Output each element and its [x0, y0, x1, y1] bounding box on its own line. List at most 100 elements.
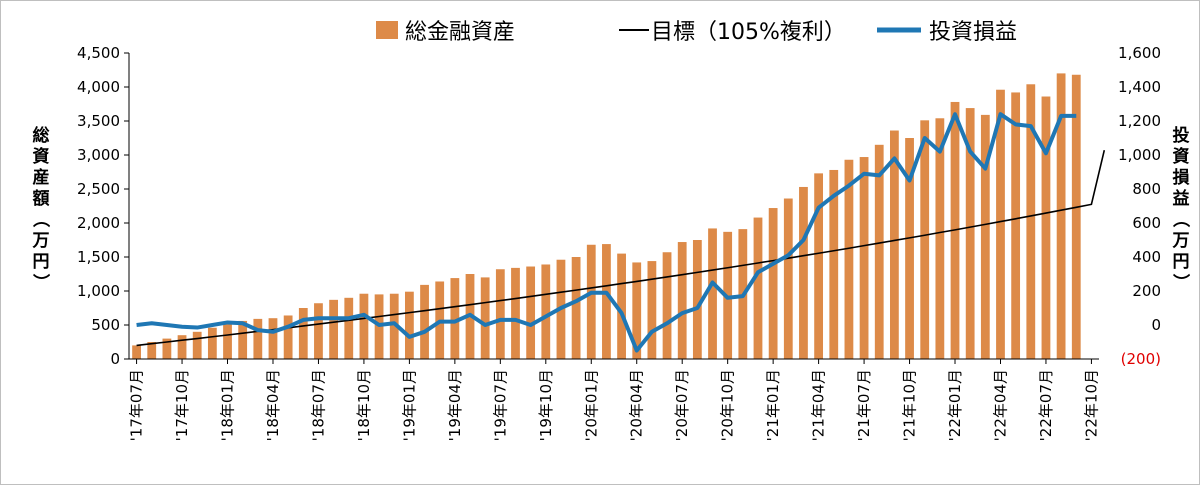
asset-bar [768, 208, 778, 359]
asset-bar [571, 257, 581, 359]
asset-bar [268, 318, 278, 359]
asset-bar [602, 244, 611, 359]
x-tick-label: '18年04月 [264, 369, 282, 441]
x-tick-label: '18年01月 [219, 369, 237, 441]
asset-bar [617, 253, 626, 359]
asset-bar [920, 120, 930, 359]
axis-title-char: 投 [1173, 125, 1190, 146]
asset-bar [708, 228, 717, 359]
left-tick-label: 1,500 [77, 248, 120, 266]
right-tick-label: 1,200 [1118, 112, 1161, 130]
axis-title-char: （ [1170, 211, 1191, 228]
x-tick-label: '19年10月 [537, 369, 555, 441]
axis-title-char: 万 [32, 231, 50, 251]
asset-bar [420, 284, 429, 359]
asset-bar [662, 252, 672, 359]
left-tick-label: 4,500 [77, 44, 120, 62]
bars-layer [132, 73, 1081, 360]
axis-title-char: 総 [33, 125, 50, 146]
asset-bar [450, 278, 460, 359]
asset-bar [753, 217, 763, 359]
x-tick-label: '21年07月 [855, 369, 873, 441]
axis-title-char: 円 [1173, 252, 1190, 272]
x-tick-label: '21年01月 [764, 369, 782, 441]
x-tick-label: '18年10月 [355, 369, 373, 441]
left-tick-label: 3,500 [77, 112, 120, 130]
axes-layer: 0 500 1,000 1,500 2,000 2,500 3,000 3,500 4,000 4… [77, 44, 1161, 441]
axis-title-char: 資 [33, 147, 50, 167]
right-tick-label: 400 [1132, 248, 1161, 266]
x-tick-label: '20年10月 [719, 369, 737, 441]
right-tick-label: 1,000 [1118, 146, 1161, 164]
asset-bar [238, 320, 248, 359]
left-tick-label: 3,000 [77, 146, 120, 164]
left-tick-label: 1,000 [77, 282, 120, 300]
asset-bar [298, 308, 308, 359]
asset-bar [192, 331, 202, 359]
asset-bar [844, 159, 854, 359]
x-tick-label: '20年01月 [582, 369, 600, 441]
asset-bar [359, 293, 369, 359]
x-tick-label: '20年04月 [628, 369, 646, 441]
x-tick-label: '19年07月 [491, 369, 509, 441]
target-layer [136, 150, 1106, 347]
right-tick-label: 0 [1151, 316, 1161, 334]
right-tick-label: 1,600 [1118, 44, 1161, 62]
left-tick-label: 4,000 [77, 78, 120, 96]
right-tick-label: 1,400 [1118, 78, 1161, 96]
axis-title-char: 損 [1173, 167, 1191, 188]
asset-bar [783, 198, 793, 359]
x-tick-label: '22年07月 [1037, 369, 1055, 441]
asset-bar [344, 297, 354, 359]
asset-bar [859, 157, 869, 359]
x-tick-label: '18年07月 [309, 369, 327, 441]
target-line [136, 150, 1106, 347]
asset-bar [1071, 74, 1081, 359]
asset-bar [541, 264, 551, 359]
axis-title-char: 万 [1172, 231, 1190, 251]
asset-bar [1041, 96, 1051, 360]
left-tick-label: 2,500 [77, 180, 120, 198]
asset-bar [814, 173, 824, 359]
asset-bar [526, 266, 536, 359]
x-tick-label: '17年10月 [173, 369, 191, 441]
asset-bar [162, 338, 172, 359]
asset-bar [495, 269, 505, 359]
x-tick-label: '21年10月 [901, 369, 919, 441]
legend-label-bar: 総金融資産 [405, 20, 515, 45]
asset-bar [874, 144, 884, 359]
asset-bar [480, 277, 490, 359]
asset-bar [647, 261, 657, 359]
pl-layer [136, 112, 1077, 353]
asset-bar [314, 303, 323, 359]
legend-label-line: 投資損益 [929, 20, 1017, 45]
x-tick-label: '17年07月 [128, 369, 146, 441]
axis-title-char: （ [30, 211, 51, 228]
axis-title-char: 益 [1173, 188, 1190, 209]
asset-bar [889, 130, 899, 359]
asset-bar [511, 267, 520, 359]
asset-bar [404, 291, 414, 359]
x-tick-label: '20年07月 [673, 369, 691, 441]
asset-bar [1056, 73, 1066, 360]
asset-bar [1026, 84, 1036, 359]
axis-title-char: 額 [32, 188, 50, 209]
axis-title-char: ） [30, 274, 51, 291]
axis-title-char: 産 [33, 167, 50, 188]
asset-bar [389, 293, 399, 359]
asset-bar [177, 335, 187, 359]
asset-bar [253, 318, 263, 359]
asset-bar [829, 169, 839, 359]
asset-bar [223, 322, 232, 359]
x-tick-label: '19年04月 [446, 369, 464, 441]
x-tick-label: '21年04月 [810, 369, 828, 441]
asset-bar [147, 342, 157, 359]
axis-title-char: ） [1170, 274, 1191, 291]
legend-swatch-bar [376, 21, 398, 39]
axis-title-char: 円 [33, 252, 50, 272]
asset-bar [905, 138, 914, 359]
legend-label-target: 目標（105%複利） [651, 20, 846, 45]
asset-bar [586, 244, 596, 359]
